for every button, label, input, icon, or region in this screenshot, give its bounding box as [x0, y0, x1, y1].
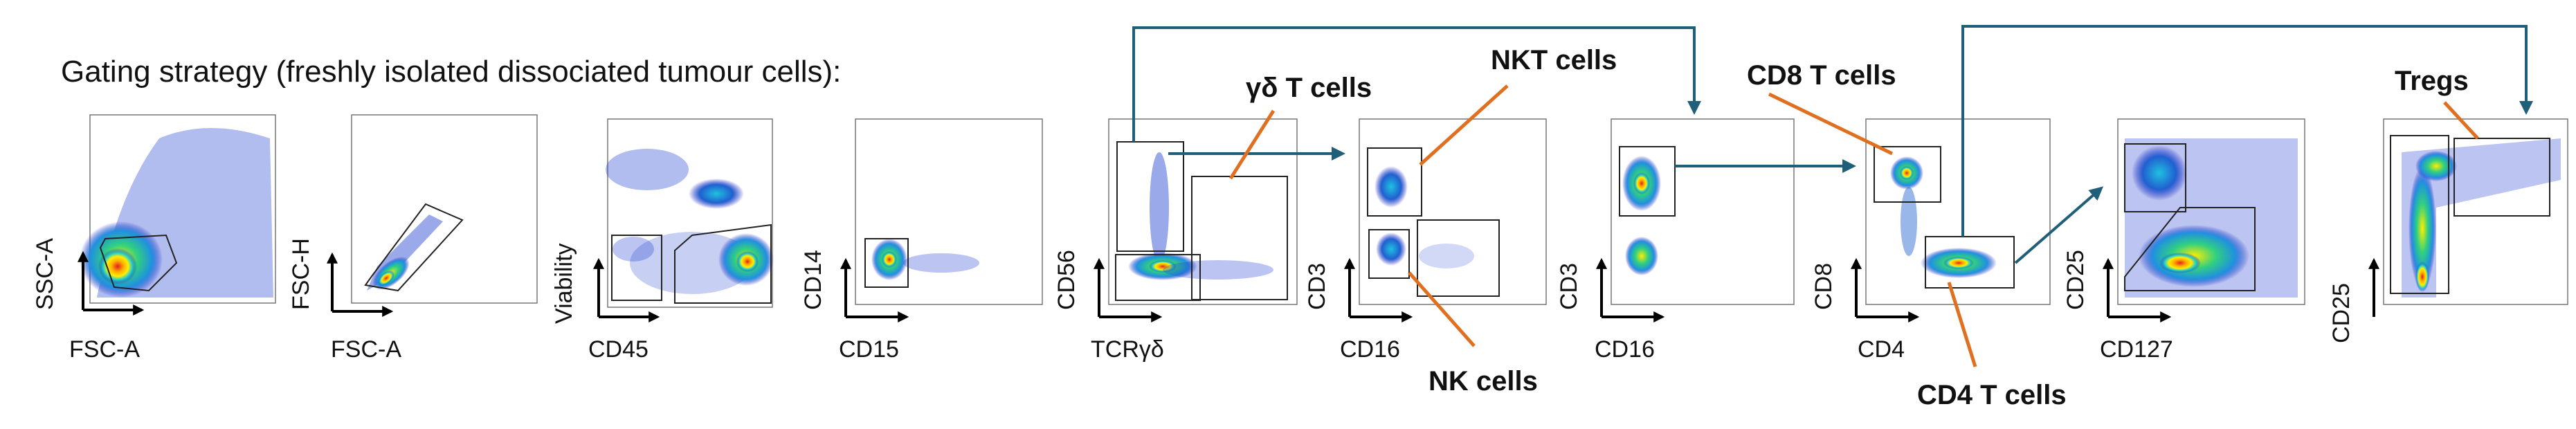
y-label-8: CD8	[1811, 263, 1837, 310]
density-cloud-5	[1128, 152, 1273, 280]
y-label-4: CD14	[800, 250, 826, 310]
axes-5	[1094, 257, 1163, 322]
gate-cd3-pos	[1619, 146, 1676, 217]
label-tregs: Tregs	[2395, 66, 2469, 96]
figure-title: Gating strategy (freshly isolated dissoc…	[61, 55, 841, 89]
axes-3	[593, 257, 660, 322]
axes-1	[78, 250, 145, 316]
gate-cd25-hi	[2124, 143, 2186, 212]
gate-tcrgd-pos	[1191, 176, 1288, 300]
gate-cd4-total	[2390, 135, 2449, 294]
gate-cd16-pos	[1417, 219, 1500, 297]
density-cloud-10	[2402, 138, 2561, 298]
label-nk-cells: NK cells	[1428, 366, 1538, 396]
y-label-1: SSC-A	[32, 238, 58, 310]
x-label-8: CD4	[1858, 336, 1905, 363]
gate-cd45-pos	[674, 223, 772, 304]
gate-singlets	[364, 203, 464, 292]
density-cloud-1	[80, 128, 273, 298]
label-cd4-t-cells: CD4 T cells	[1917, 380, 2067, 410]
y-label-9: CD25	[2062, 250, 2089, 310]
plot-frame-6	[1359, 118, 1547, 305]
density-cloud-6	[1375, 166, 1474, 268]
pointer-nk	[1408, 271, 1476, 347]
x-label-9: CD127	[2100, 336, 2173, 363]
density-cloud-7	[1622, 156, 1661, 275]
x-label-5: TCRγδ	[1091, 336, 1164, 363]
density-cloud-8	[1890, 156, 1997, 278]
axes-8	[1851, 257, 1920, 322]
axes-6	[1344, 257, 1413, 322]
gate-cd127-pos	[2124, 207, 2256, 291]
axes-7	[1596, 257, 1665, 322]
density-cloud-9	[2125, 138, 2298, 298]
pointer-cd4-t	[1947, 282, 1977, 367]
y-label-2: FSC-H	[288, 238, 314, 310]
gate-viability-low	[611, 235, 662, 301]
y-label-6: CD3	[1304, 263, 1330, 310]
axes-9	[2103, 257, 2172, 322]
density-cloud-4	[871, 239, 979, 280]
pointer-tregs	[2443, 101, 2479, 140]
y-label-3: Viability	[551, 243, 577, 324]
x-label-3: CD45	[588, 336, 648, 363]
gate-cells	[99, 234, 178, 292]
label-nkt-cells: NKT cells	[1491, 45, 1617, 75]
flow-arrow-cd4-to-tregs	[1961, 25, 2533, 237]
x-label-6: CD16	[1340, 336, 1400, 363]
density-cloud-3	[606, 149, 774, 294]
y-label-7: CD3	[1556, 263, 1582, 310]
pointer-cd8-t	[1768, 92, 1894, 156]
axes-4	[840, 257, 909, 322]
label-gd-t-cells: γδ T cells	[1246, 73, 1372, 103]
y-label-10: CD25	[2328, 283, 2355, 343]
x-label-1: FSC-A	[69, 336, 140, 363]
gate-cd4	[1925, 236, 2015, 289]
label-cd8-t-cells: CD8 T cells	[1747, 60, 1896, 91]
gate-tregs	[2453, 138, 2550, 217]
flow-arrow-cd4-to-cd25	[2014, 186, 2104, 264]
gate-cd56-neg	[1115, 254, 1201, 301]
x-label-4: CD15	[839, 336, 899, 363]
flow-arrow-cd56neg-to-cd3	[1132, 26, 1701, 142]
x-label-2: FSC-A	[331, 336, 401, 363]
y-label-5: CD56	[1053, 250, 1080, 310]
x-label-7: CD16	[1595, 336, 1655, 363]
gate-nkt	[1367, 147, 1422, 217]
axes-2	[327, 252, 394, 317]
density-cloud-2	[367, 214, 443, 291]
gate-cd14-cd15-neg	[864, 238, 909, 288]
pointer-gd-t	[1228, 109, 1276, 180]
gate-cd56-pos	[1116, 141, 1184, 252]
gate-cd8	[1874, 146, 1941, 203]
pointer-nkt	[1419, 84, 1509, 166]
gate-nk	[1368, 229, 1410, 279]
